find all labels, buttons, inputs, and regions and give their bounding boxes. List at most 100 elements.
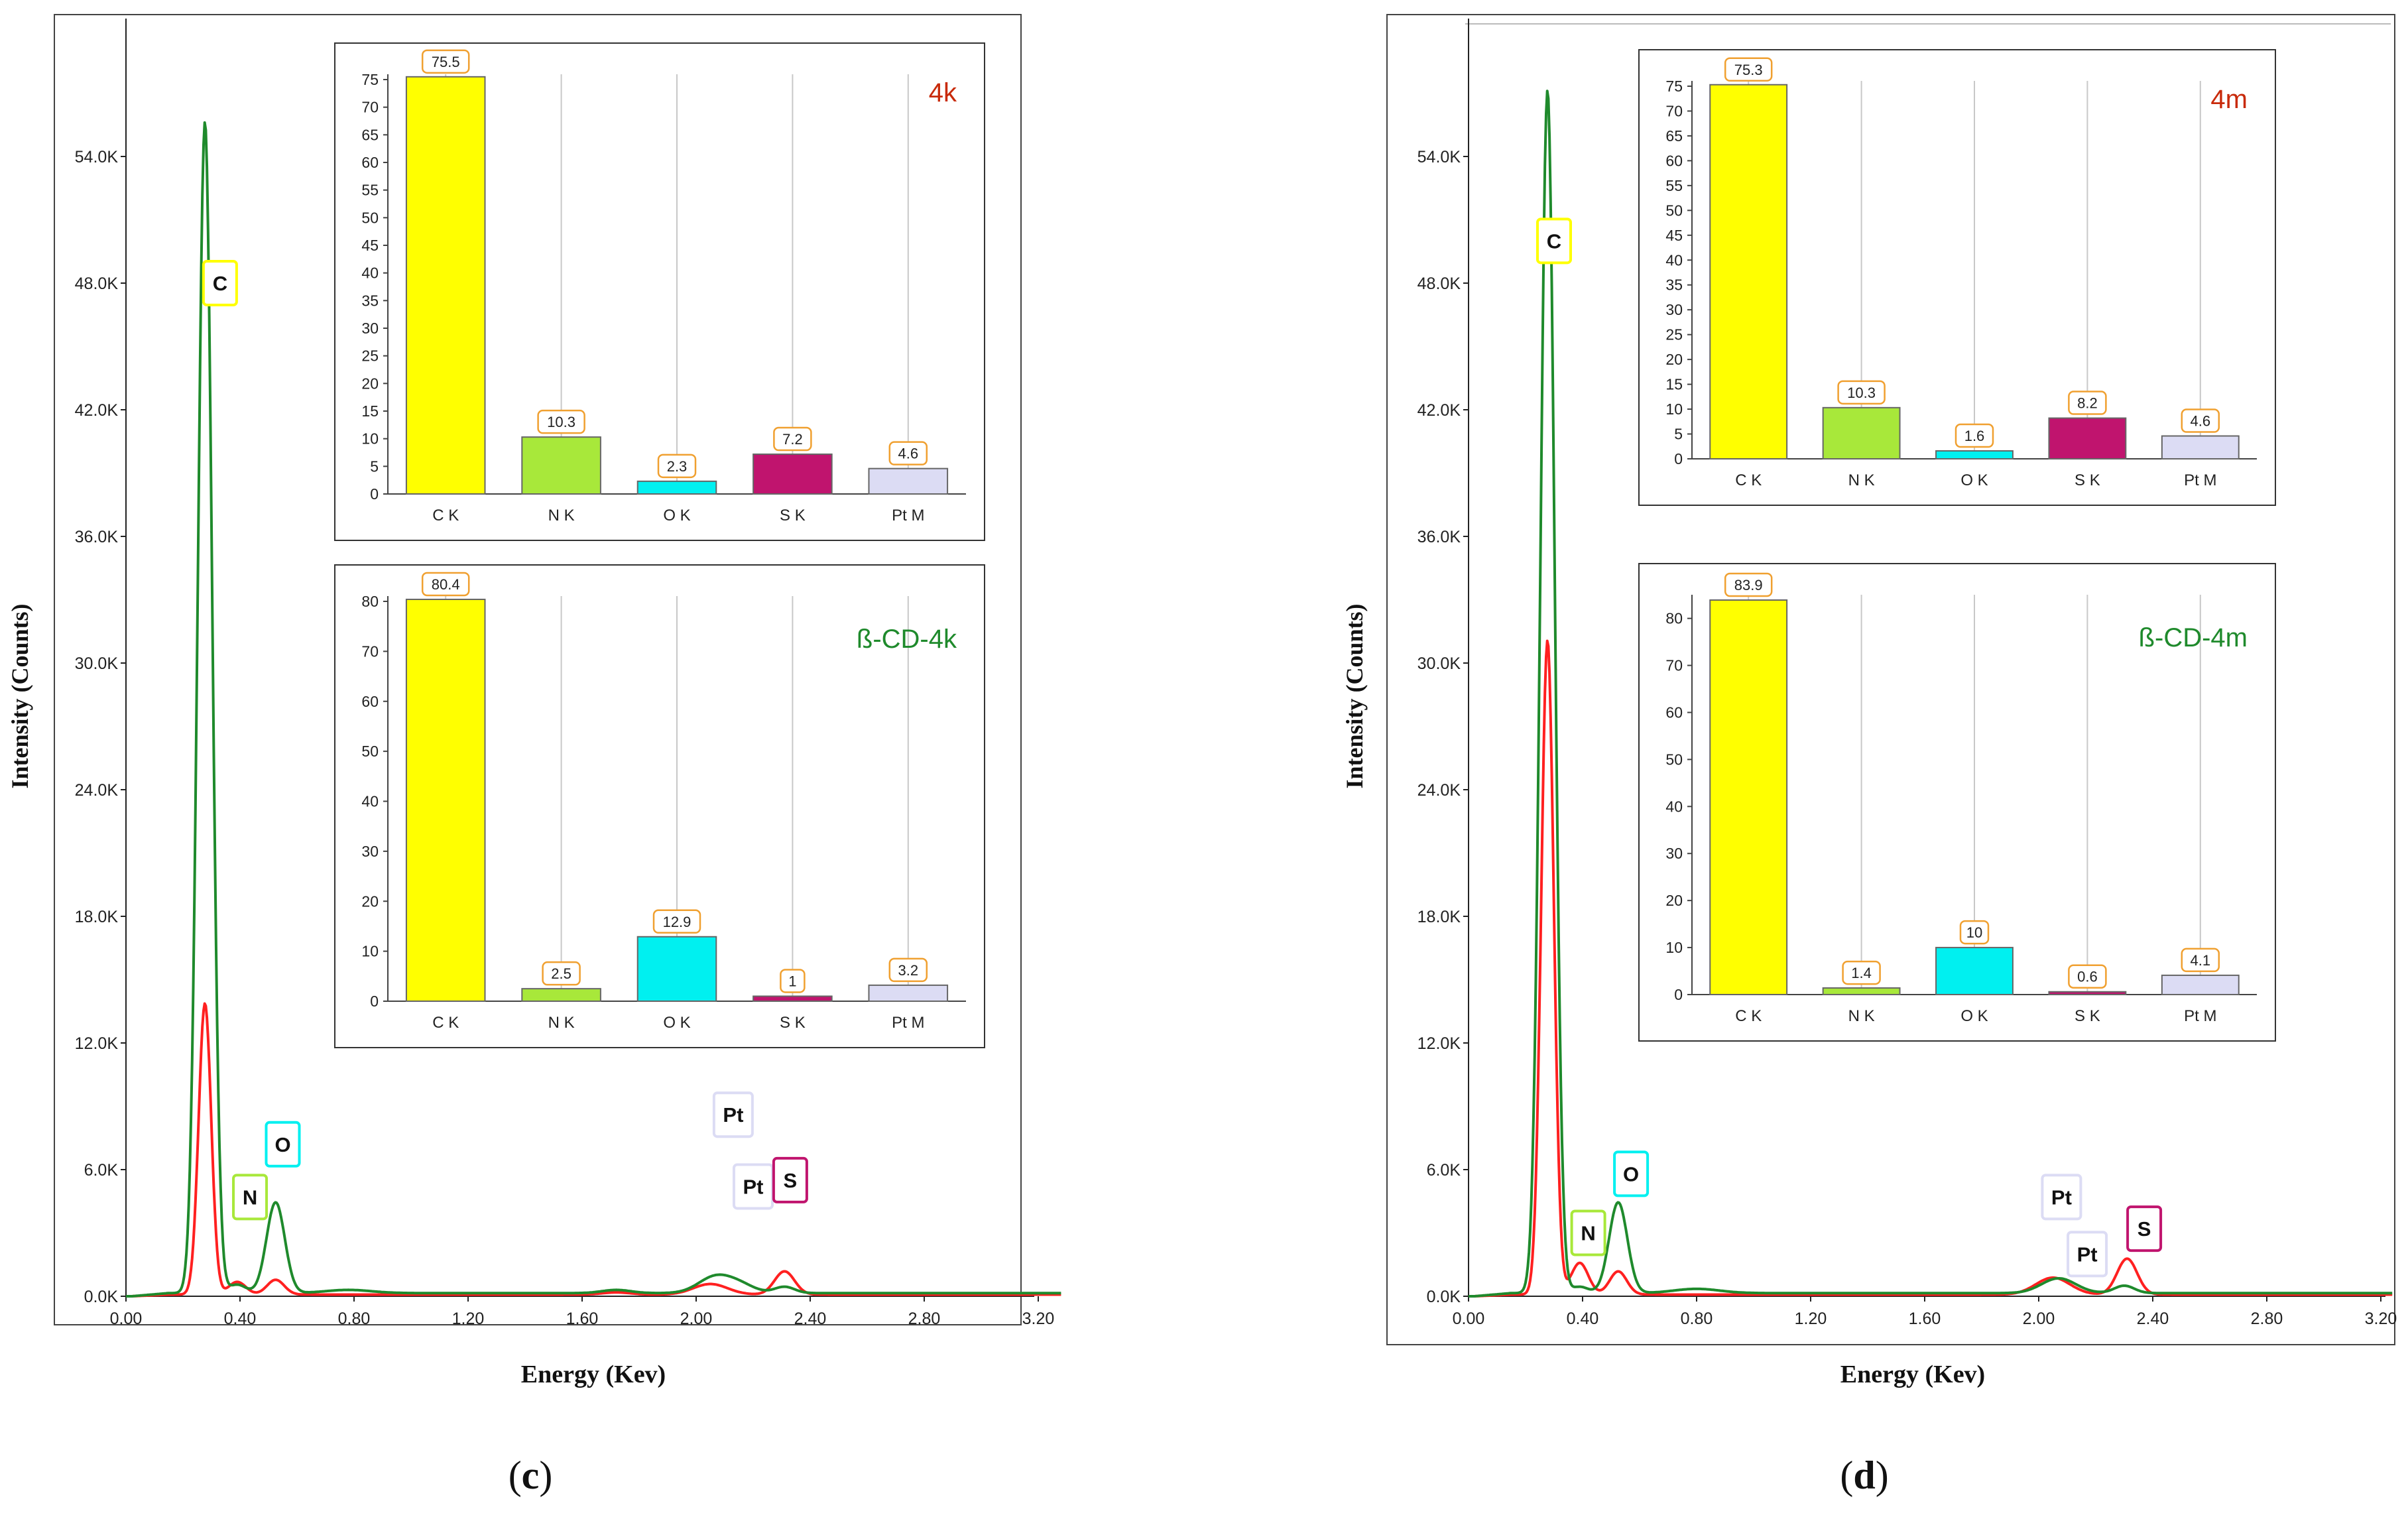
inset-category-label: C K (432, 507, 459, 524)
y-axis-title: Intensity (Counts) (1341, 603, 1368, 788)
inset-y-tick-label: 35 (361, 292, 379, 309)
element-label: S (2137, 1217, 2151, 1241)
x-tick-label: 2.00 (680, 1310, 713, 1328)
inset-y-tick-label: 60 (1665, 152, 1683, 169)
x-tick-label: 0.40 (1567, 1310, 1599, 1328)
inset-y-tick-label: 10 (361, 943, 379, 960)
y-tick-label: 6.0K (84, 1161, 119, 1180)
x-tick-label: 1.20 (1795, 1310, 1827, 1328)
inset-y-tick-label: 20 (361, 375, 379, 392)
inset-category-label: N K (548, 1014, 575, 1032)
inset-y-tick-label: 40 (361, 793, 379, 810)
inset-value-label: 4.6 (898, 446, 919, 462)
inset-value-label: 75.3 (1734, 62, 1763, 78)
inset-value-box (1724, 572, 1773, 597)
inset-y-tick-label: 55 (1665, 177, 1683, 194)
element-label: Pt (723, 1103, 743, 1127)
inset-bar-N (1822, 987, 1901, 996)
inset-bar-S (2048, 417, 2127, 460)
inset-value-label: 83.9 (1734, 577, 1763, 593)
inset-y-tick-label: 25 (361, 347, 379, 365)
x-tick-label: 1.20 (452, 1310, 485, 1328)
panel-caption: (c) (509, 1453, 553, 1497)
inset-value-box (773, 426, 812, 452)
inset-y-tick-label: 20 (1665, 892, 1683, 909)
inset-value-label: 2.3 (667, 458, 688, 475)
element-label: C (1547, 229, 1561, 253)
inset-y-tick-label: 45 (1665, 227, 1683, 244)
inset-value-box (2181, 408, 2220, 433)
inset-value-label: 1 (788, 973, 796, 989)
inset-y-tick-label: 5 (1674, 426, 1683, 443)
inset-title: ß-CD-4k (857, 625, 957, 654)
inset-category-label: S K (2075, 471, 2100, 489)
inset-category-label: N K (548, 507, 575, 524)
inset-y-tick-label: 10 (1665, 939, 1683, 956)
inset-y-tick-label: 65 (361, 126, 379, 143)
element-label-box (1570, 1209, 1606, 1256)
x-tick-label: 3.20 (2365, 1310, 2397, 1328)
inset-bar-Pt (2161, 435, 2240, 459)
inset-category-label: Pt M (2184, 1007, 2216, 1025)
inset-value-box (542, 961, 581, 986)
inset-y-tick-label: 75 (361, 71, 379, 88)
y-tick-label: 24.0K (1417, 781, 1461, 800)
inset-value-box (1724, 57, 1773, 82)
inset-category-label: C K (1735, 471, 1762, 489)
y-tick-label: 12.0K (1417, 1034, 1461, 1053)
y-tick-label: 24.0K (75, 781, 119, 800)
inset-bar-C (1709, 599, 1788, 995)
inset-category-label: S K (780, 507, 806, 524)
y-axis-title: Intensity (Counts) (7, 603, 33, 788)
inset-y-tick-label: 65 (1665, 127, 1683, 145)
inset-y-tick-label: 30 (361, 843, 379, 860)
y-tick-label: 42.0K (75, 401, 119, 420)
element-label: O (274, 1133, 290, 1156)
inset-value-label: 1.6 (1964, 428, 1985, 444)
inset-value-label: 10.3 (547, 414, 575, 430)
element-label: Pt (743, 1175, 764, 1198)
x-tick-label: 2.40 (794, 1310, 827, 1328)
inset-bar-S (2048, 991, 2127, 996)
inset-y-tick-label: 0 (1674, 986, 1683, 1003)
panel-frame (54, 14, 1022, 1325)
inset-y-tick-label: 75 (1665, 78, 1683, 95)
spectrum-line-ß-CD-4m (1468, 90, 2393, 1298)
x-tick-label: 2.00 (2023, 1310, 2055, 1328)
y-tick-label: 30.0K (1417, 654, 1461, 673)
y-tick-label: 54.0K (1417, 148, 1461, 166)
inset-y-tick-label: 30 (1665, 301, 1683, 318)
inset-bar-chart-4k: 0 5 10 15 20 25 30 35 40 45 50 55 60 65 70 75 75.5 C K 10.… (334, 42, 985, 541)
inset-y-tick-label: 45 (361, 237, 379, 254)
inset-bar-C (405, 76, 486, 495)
inset-y-tick-label: 70 (361, 642, 379, 660)
inset-y-tick-label: 50 (361, 743, 379, 760)
inset-value-box (888, 441, 928, 465)
inset-category-label: C K (432, 1014, 459, 1032)
inset-category-label: O K (663, 507, 690, 524)
inset-category-label: Pt M (2184, 471, 2216, 489)
inset-value-box (2068, 964, 2107, 989)
element-label: S (784, 1169, 798, 1192)
inset-category-label: O K (1960, 1007, 1988, 1025)
x-tick-label: 2.80 (908, 1310, 941, 1328)
inset-bar-chart-ß-CD-4k: 0 10 20 30 40 50 60 70 80 80.4 C K 2.5 N K 12.9 O K 1 S … (334, 564, 985, 1048)
x-tick-label: 2.80 (2251, 1310, 2283, 1328)
inset-y-tick-label: 70 (1665, 102, 1683, 119)
inset-value-box (1842, 960, 1881, 985)
panel-frame (1386, 14, 2395, 1345)
element-label-box (202, 260, 238, 306)
inset-y-tick-label: 40 (361, 265, 379, 282)
spectrum-panel-d: 0.0K 6.0K 12.0K 18.0K 24.0K 30.0K 36.0K 42.0K 48… (1341, 14, 2397, 1497)
inset-category-label: O K (1960, 471, 1988, 489)
inset-category-label: O K (663, 1014, 690, 1032)
inset-value-label: 0.6 (2077, 969, 2098, 985)
inset-y-tick-label: 50 (1665, 751, 1683, 768)
panel-caption: (d) (1840, 1453, 1888, 1497)
element-label-box (2041, 1174, 2082, 1221)
inset-value-box (1837, 380, 1886, 405)
x-tick-label: 1.60 (1909, 1310, 1941, 1328)
inset-bar-Pt (868, 467, 949, 495)
y-tick-label: 36.0K (75, 528, 119, 546)
y-tick-label: 0.0K (84, 1288, 119, 1306)
